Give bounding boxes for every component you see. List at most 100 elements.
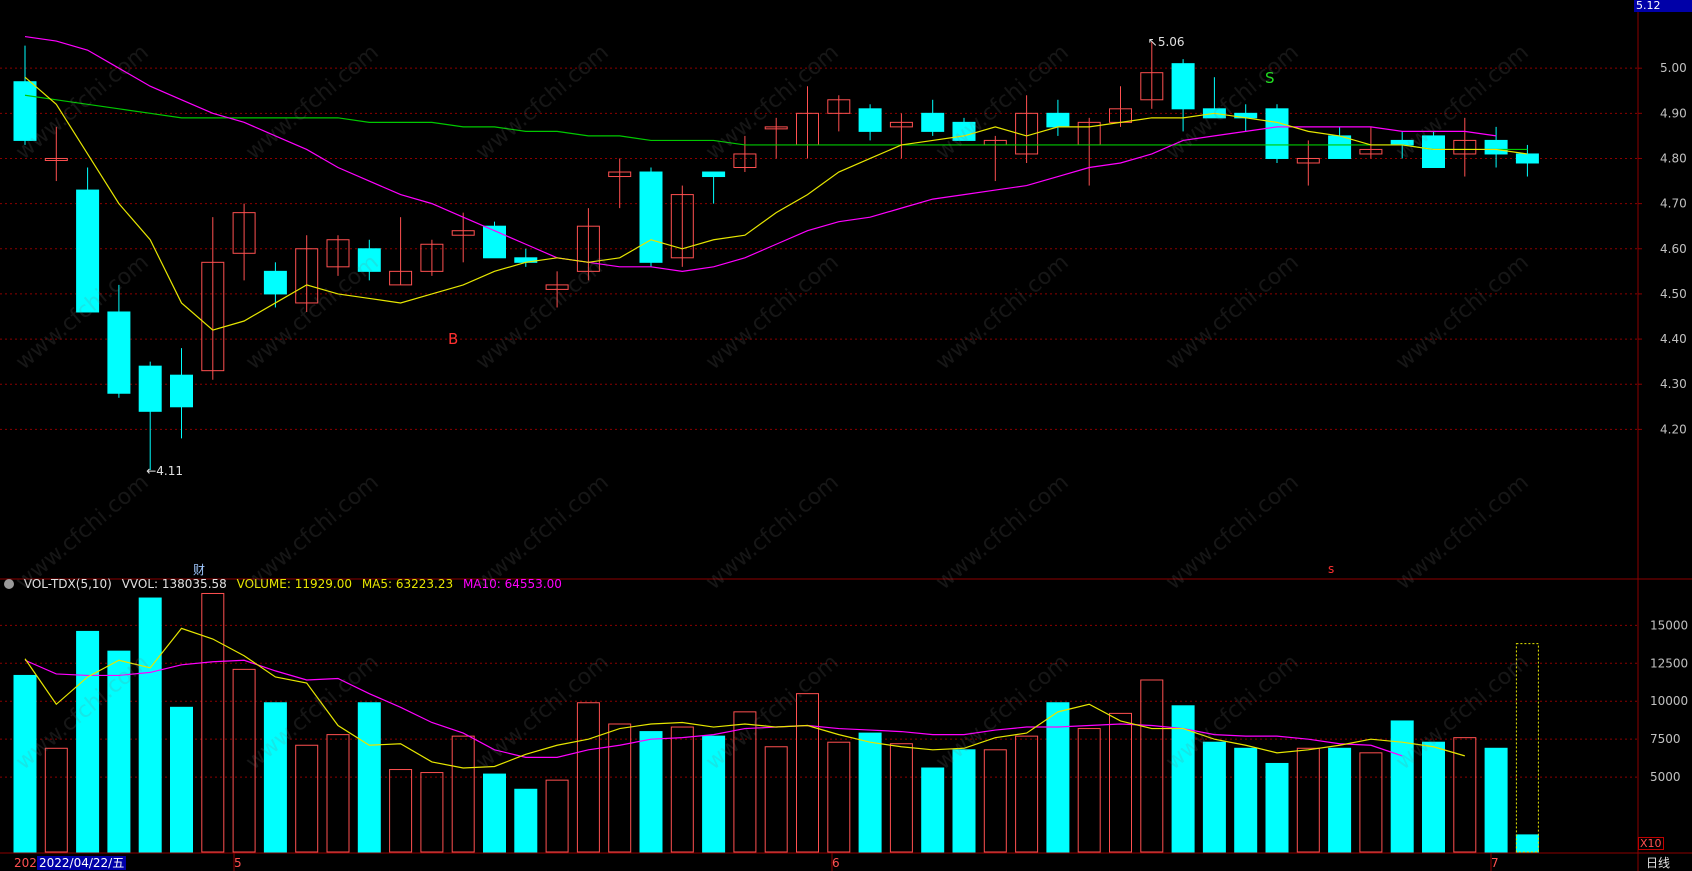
candle-body bbox=[733, 153, 757, 169]
candle-body bbox=[1390, 139, 1414, 146]
candle-body bbox=[1140, 72, 1164, 101]
volume-bar bbox=[764, 746, 788, 853]
volume-bar bbox=[1171, 705, 1195, 853]
volume-bar bbox=[1265, 762, 1289, 853]
volume-bar bbox=[608, 723, 632, 853]
candle-body bbox=[1296, 157, 1320, 164]
price-tick-label: 4.50 bbox=[1660, 287, 1687, 301]
period-selector[interactable]: 日线 bbox=[1646, 856, 1671, 870]
volume-bar bbox=[263, 702, 287, 853]
ma-long-line bbox=[24, 94, 1528, 151]
candle-body bbox=[107, 311, 131, 394]
volume-tick-label: 7500 bbox=[1650, 732, 1681, 746]
candle-body bbox=[357, 248, 381, 272]
candle-body bbox=[1359, 148, 1383, 155]
volume-bar bbox=[827, 741, 851, 853]
candle-body bbox=[420, 243, 444, 272]
month-label-5: 5 bbox=[234, 856, 242, 870]
candle-body bbox=[670, 194, 694, 259]
volume-bar bbox=[702, 735, 726, 853]
volume-bar bbox=[107, 650, 131, 853]
candle-body bbox=[201, 261, 225, 372]
volume-bar bbox=[1328, 747, 1352, 853]
candle-body bbox=[1171, 63, 1195, 110]
candle-body bbox=[1265, 108, 1289, 159]
volume-bar bbox=[1359, 752, 1383, 853]
candle-body bbox=[13, 81, 37, 141]
finance-marker: 财 bbox=[193, 563, 206, 577]
volume-ma10: MA10: 64553.00 bbox=[462, 577, 562, 591]
volume-bar bbox=[389, 769, 413, 853]
volume-bar bbox=[889, 743, 913, 853]
buy-marker: B bbox=[448, 330, 459, 348]
candle-body bbox=[170, 374, 193, 408]
volume-bar bbox=[232, 668, 256, 853]
x-axis-start-label: 2022 bbox=[14, 856, 45, 870]
candle-body bbox=[545, 284, 569, 290]
candle-body bbox=[1328, 135, 1352, 159]
volume-bar bbox=[921, 767, 945, 853]
sell-marker: S bbox=[1265, 69, 1275, 87]
volume-bar bbox=[514, 788, 538, 853]
volume-tick-label: 12500 bbox=[1650, 656, 1688, 670]
current-price-badge: 5.12 bbox=[1634, 0, 1692, 12]
candle-body bbox=[451, 230, 475, 236]
candle-body bbox=[263, 270, 287, 295]
low-price-label: ←4.11 bbox=[146, 464, 183, 478]
candle-body bbox=[483, 225, 506, 259]
volume-indicator-name[interactable]: VOL-TDX(5,10) bbox=[23, 577, 112, 591]
candle-body bbox=[608, 171, 632, 178]
price-tick-label: 4.60 bbox=[1660, 242, 1687, 256]
ma10-line bbox=[24, 35, 1497, 272]
candle-body bbox=[639, 171, 663, 263]
volume-bar bbox=[796, 693, 819, 853]
volume-bar bbox=[76, 630, 100, 853]
ma5-line bbox=[24, 76, 1528, 331]
candle-body bbox=[44, 157, 68, 161]
volume-bar bbox=[1453, 737, 1477, 853]
volume-bar bbox=[952, 749, 976, 853]
volume-bar bbox=[1484, 747, 1508, 853]
candle-body bbox=[827, 99, 851, 114]
candle-body bbox=[702, 171, 726, 178]
volume-bar bbox=[545, 779, 569, 853]
volume-ma10-line bbox=[24, 659, 1403, 758]
volume-ma5: MA5: 63223.23 bbox=[361, 577, 454, 591]
volume-tick-label: 5000 bbox=[1650, 770, 1681, 784]
candle-body bbox=[326, 239, 350, 268]
month-label-6: 6 bbox=[832, 856, 840, 870]
volume-bar bbox=[670, 726, 694, 853]
price-tick-label: 4.40 bbox=[1660, 332, 1687, 346]
volume-bar bbox=[1202, 741, 1226, 853]
candle-body bbox=[1515, 153, 1539, 164]
volume-bar bbox=[858, 732, 882, 853]
volume-multiplier: X10 bbox=[1638, 837, 1664, 850]
volume-bar bbox=[451, 735, 475, 853]
settings-gear-icon[interactable] bbox=[4, 579, 14, 589]
candle-body bbox=[889, 121, 913, 128]
volume-bar bbox=[1390, 720, 1414, 853]
candle-body bbox=[576, 225, 600, 272]
price-tick-label: 4.30 bbox=[1660, 377, 1687, 391]
candle-body bbox=[1453, 139, 1477, 155]
volume-bar bbox=[1046, 702, 1070, 853]
volume-bar bbox=[1296, 747, 1320, 853]
price-tick-label: 5.00 bbox=[1660, 61, 1687, 75]
volume-bar bbox=[983, 749, 1007, 853]
volume-bar bbox=[201, 592, 225, 853]
volume-tick-label: 15000 bbox=[1650, 618, 1688, 632]
volume-bar bbox=[1015, 735, 1039, 853]
candle-body bbox=[1015, 112, 1039, 155]
candle-body bbox=[1484, 139, 1508, 155]
candle-body bbox=[232, 212, 256, 254]
price-tick-label: 4.70 bbox=[1660, 197, 1687, 211]
volume-forecast-box bbox=[1515, 643, 1539, 853]
price-tick-label: 4.20 bbox=[1660, 422, 1687, 436]
volume-bar bbox=[639, 731, 663, 853]
volume-bar bbox=[295, 744, 319, 853]
selected-date-label: 2022/04/22/五 bbox=[37, 856, 127, 870]
candle-body bbox=[1046, 112, 1070, 128]
candle-body bbox=[295, 248, 319, 304]
volume-bar bbox=[326, 734, 350, 853]
